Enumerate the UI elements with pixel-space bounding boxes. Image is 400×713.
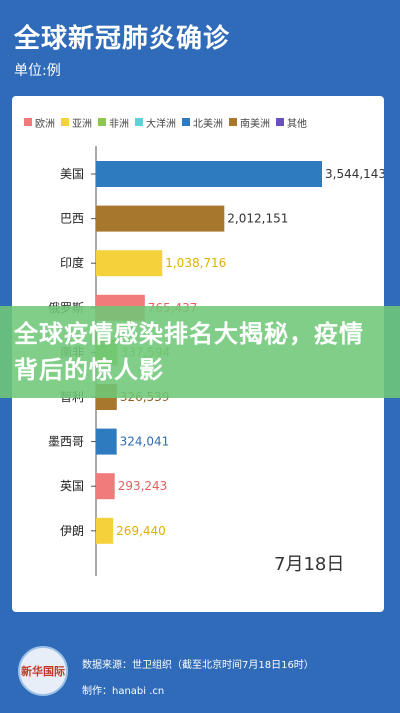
headline-banner: 全球疫情感染排名大揭秘，疫情背后的惊人影 — [0, 306, 400, 398]
category-label: 巴西 — [60, 212, 84, 226]
legend-swatch-oceania — [135, 118, 143, 126]
data-label: 2,012,151 — [227, 212, 288, 226]
legend-item-other: 其他 — [276, 115, 307, 130]
data-label: 1,038,716 — [165, 256, 226, 270]
bar — [96, 517, 114, 544]
data-label: 293,243 — [118, 479, 168, 493]
legend-label-europe: 欧洲 — [35, 118, 55, 130]
page-title: 全球新冠肺炎确诊 — [14, 24, 231, 54]
category-label: 伊朗 — [60, 524, 84, 538]
legend-item-south-america: 南美洲 — [229, 115, 270, 130]
legend-item-north-america: 北美洲 — [182, 115, 223, 130]
category-label: 墨西哥 — [48, 435, 84, 449]
legend-item-europe: 欧洲 — [24, 115, 55, 130]
data-label: 324,041 — [120, 435, 170, 449]
bar — [96, 473, 115, 500]
category-label: 英国 — [60, 479, 84, 493]
legend-swatch-south-america — [229, 118, 237, 126]
legend: 欧洲 亚洲 非洲 大洋洲 北美洲 南美洲 其他 — [24, 112, 374, 132]
legend-item-asia: 亚洲 — [61, 115, 92, 130]
legend-label-africa: 非洲 — [109, 118, 129, 130]
legend-item-oceania: 大洋洲 — [135, 115, 176, 130]
legend-swatch-europe — [24, 118, 32, 126]
legend-label-asia: 亚洲 — [72, 118, 92, 130]
legend-swatch-north-america — [182, 118, 190, 126]
headline-text: 全球疫情感染排名大揭秘，疫情背后的惊人影 — [14, 320, 364, 384]
data-label: 3,544,143 — [325, 167, 384, 181]
legend-swatch-other — [276, 118, 284, 126]
unit-label: 单位:例 — [14, 63, 61, 79]
bar — [96, 161, 322, 187]
legend-label-north-america: 北美洲 — [193, 118, 223, 130]
producer-credit: 制作：hanabi .cn — [82, 686, 165, 697]
bar — [96, 250, 163, 277]
legend-swatch-africa — [98, 118, 106, 126]
legend-label-other: 其他 — [287, 118, 307, 130]
bar — [96, 428, 117, 455]
legend-label-south-america: 南美洲 — [240, 118, 270, 130]
data-label: 269,440 — [116, 524, 166, 538]
footer: 新华国际 数据来源：世卫组织（截至北京时间7月18日16时） 制作：hanabi… — [0, 626, 400, 713]
date-note: 7月18日 — [274, 554, 345, 575]
data-source: 数据来源：世卫组织（截至北京时间7月18日16时） — [82, 660, 314, 671]
legend-label-oceania: 大洋洲 — [146, 118, 176, 130]
bar — [96, 205, 225, 232]
category-label: 美国 — [60, 167, 84, 181]
category-label: 印度 — [60, 255, 84, 270]
legend-item-africa: 非洲 — [98, 115, 129, 130]
xinhua-logo: 新华国际 — [18, 646, 68, 696]
logo-text: 新华国际 — [21, 664, 65, 678]
legend-swatch-asia — [61, 118, 69, 126]
